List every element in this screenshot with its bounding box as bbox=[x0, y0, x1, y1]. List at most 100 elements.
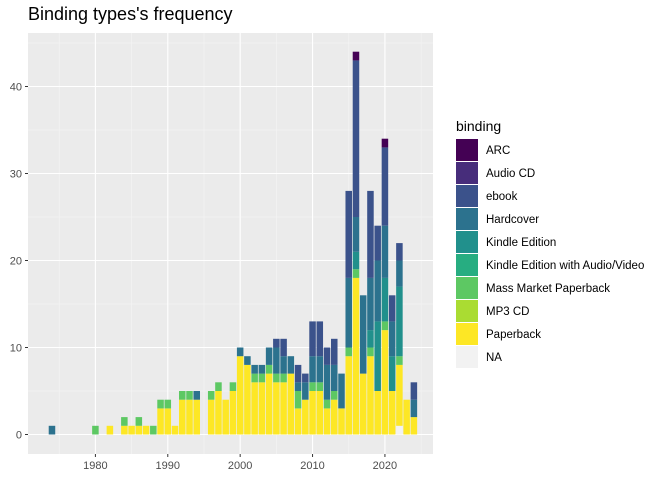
legend-swatch bbox=[456, 185, 478, 207]
bar-segment bbox=[280, 338, 287, 357]
bar-segment bbox=[280, 382, 287, 435]
bar-segment bbox=[381, 330, 389, 435]
bar-segment bbox=[236, 347, 244, 357]
bar-segment bbox=[222, 399, 229, 435]
bar-segment bbox=[164, 399, 172, 409]
bar-segment bbox=[179, 399, 186, 435]
bar-segment bbox=[396, 356, 403, 365]
bar-segment bbox=[316, 382, 324, 391]
bar-segment bbox=[157, 408, 164, 435]
bar-segment bbox=[323, 408, 331, 435]
legend-label: MP3 CD bbox=[486, 306, 529, 318]
y-tick-label: 30 bbox=[10, 169, 22, 181]
bar-segment bbox=[229, 382, 237, 391]
legend-swatch bbox=[456, 231, 478, 253]
bar-segment bbox=[128, 425, 135, 435]
bar-segment bbox=[236, 356, 244, 435]
bar-segment bbox=[316, 321, 324, 357]
legend: binding ARC Audio CD ebook Hardcover Kindle … bbox=[456, 118, 644, 368]
bar-segment bbox=[381, 138, 389, 148]
bar-segment bbox=[150, 425, 157, 435]
bar-segment bbox=[273, 373, 280, 383]
bar-segment bbox=[273, 347, 280, 374]
bar-segment bbox=[251, 382, 258, 435]
bar-segment bbox=[359, 373, 367, 435]
legend-label: NA bbox=[486, 352, 502, 364]
bar-segment bbox=[331, 338, 338, 365]
bar-segment bbox=[273, 382, 280, 435]
bar-segment bbox=[294, 364, 302, 383]
bar-segment bbox=[381, 321, 389, 331]
bar-segment bbox=[215, 382, 222, 391]
bar-segment bbox=[207, 399, 215, 435]
legend-label: Paperback bbox=[486, 329, 541, 341]
legend-label: ebook bbox=[486, 191, 518, 203]
bar-segment bbox=[179, 391, 186, 400]
legend-label: ARC bbox=[486, 145, 510, 157]
bar-segment bbox=[302, 399, 309, 435]
y-tick-label: 10 bbox=[10, 343, 22, 355]
legend-swatch bbox=[456, 254, 478, 276]
bar-segment bbox=[302, 373, 309, 383]
bar-segment bbox=[302, 382, 309, 400]
bar-segment bbox=[374, 225, 381, 261]
bar-segment bbox=[229, 391, 237, 435]
bar-segment bbox=[215, 391, 222, 435]
bar-segment bbox=[338, 373, 345, 409]
x-tick-label: 2010 bbox=[300, 460, 324, 472]
chart-title: Binding types's frequency bbox=[28, 4, 233, 24]
bar-segment bbox=[186, 399, 193, 435]
bar-segment bbox=[309, 382, 316, 391]
bar-segment bbox=[367, 356, 374, 435]
bar-segment bbox=[251, 364, 258, 374]
bar-segment bbox=[367, 190, 374, 278]
bar-segment bbox=[92, 425, 99, 435]
bar-segment bbox=[265, 373, 273, 435]
bar-segment bbox=[258, 382, 266, 435]
x-tick-label: 1990 bbox=[156, 460, 180, 472]
bar-segment bbox=[121, 417, 128, 426]
grid bbox=[28, 33, 433, 454]
bar-segment bbox=[316, 391, 324, 435]
legend-label: Hardcover bbox=[486, 214, 539, 226]
x-tick-label: 2000 bbox=[228, 460, 252, 472]
bar-segment bbox=[265, 364, 273, 374]
y-tick-label: 40 bbox=[10, 82, 22, 94]
bar-segment bbox=[265, 347, 273, 365]
legend-label: Mass Market Paperback bbox=[486, 283, 610, 295]
bar-segment bbox=[381, 277, 389, 322]
bar-segment bbox=[135, 425, 143, 435]
bar-segment bbox=[309, 391, 316, 435]
bar-segment bbox=[331, 399, 338, 435]
bar-segment bbox=[294, 382, 302, 391]
legend-label: Kindle Edition bbox=[486, 237, 556, 249]
bar-segment bbox=[410, 417, 418, 435]
legend-title: binding bbox=[456, 118, 501, 134]
bar-segment bbox=[193, 391, 200, 400]
bar-segment bbox=[142, 425, 150, 435]
bar-segment bbox=[345, 347, 352, 357]
bar-segment bbox=[164, 408, 172, 435]
bar-segment bbox=[280, 356, 287, 374]
bar-segment bbox=[207, 391, 215, 400]
bar-segment bbox=[396, 286, 403, 357]
bar-segment bbox=[388, 391, 396, 435]
x-tick-label: 2020 bbox=[373, 460, 397, 472]
bar-segment bbox=[388, 295, 396, 322]
legend-swatch bbox=[456, 323, 478, 345]
bar-segment bbox=[193, 399, 200, 435]
bar-segment bbox=[171, 425, 179, 435]
bar-segment bbox=[338, 408, 345, 435]
bar-segment bbox=[345, 277, 352, 348]
bar-segment bbox=[316, 356, 324, 383]
bar-segment bbox=[367, 277, 374, 331]
bar-segment bbox=[352, 217, 360, 252]
bar-segment bbox=[323, 347, 331, 365]
bar-segment bbox=[244, 356, 251, 365]
bar-segment bbox=[403, 399, 410, 435]
bar-segment bbox=[287, 373, 295, 435]
bar-segment bbox=[331, 364, 338, 391]
bar-segment bbox=[381, 147, 389, 226]
bar-segment bbox=[352, 60, 360, 218]
